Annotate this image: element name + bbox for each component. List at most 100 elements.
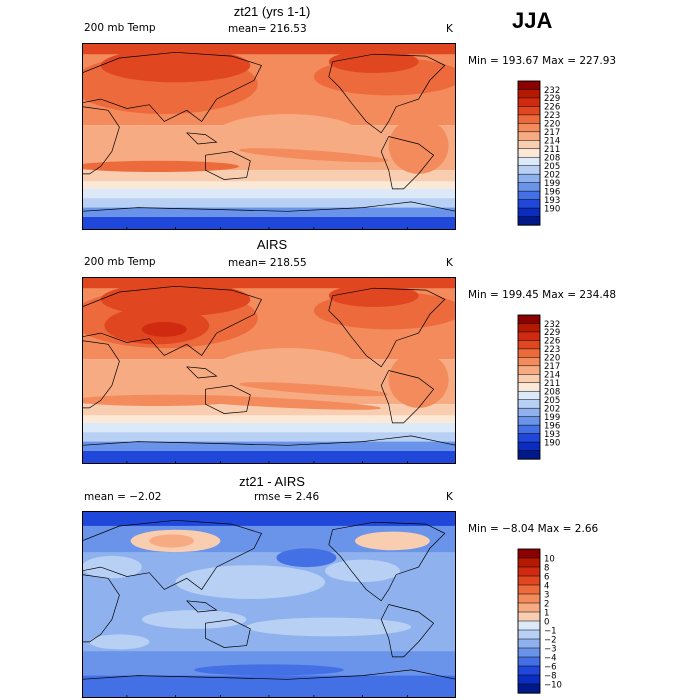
colorbar-diff-tick-label: 8 [544,563,549,573]
panel-3-mean-label: mean = −2.02 [84,491,162,503]
colorbar-abs-tick-label: 208 [544,154,560,164]
colorbar-abs-tick-label: 220 [544,120,560,130]
panel-3-title: zt21 - AIRS [239,474,305,489]
colorbar-diff-tick-label: −10 [544,680,562,690]
contour-band [82,415,456,423]
colorbar-diff-swatch [517,602,541,613]
colorbar-abs-swatch [517,156,541,167]
colorbar-diff-tick-label: 4 [544,581,549,591]
colorbar-diff-tick-label: −6 [544,662,557,672]
colorbar-abs-tick-label: 217 [544,128,560,138]
contour-region [328,284,419,307]
panel-1-left-label: 200 mb Temp [84,22,156,34]
colorbar-abs-swatch [517,433,541,443]
colorbar-abs-swatch [517,131,541,141]
colorbar-abs-swatch [517,190,541,201]
contour-band [82,43,456,55]
colorbar-abs-swatch [517,165,541,175]
colorbar-diff-swatch [517,647,541,658]
colorbar-abs-swatch [517,382,541,392]
colorbar-diff-swatch [517,593,541,604]
contour-region [149,534,195,548]
coastline [82,519,262,591]
colorbar-diff-tick-label: −2 [544,635,557,645]
panel-3-minmax: Min = −8.04 Max = 2.66 [468,523,599,535]
colorbar-abs-swatch [517,407,541,418]
coastline [205,385,251,414]
season-label: JJA [512,8,553,33]
colorbar-abs-tick-label: 226 [544,337,560,347]
coastline [380,604,435,658]
contour-region [246,617,412,637]
contour-region [175,565,326,599]
colorbar-abs-tick-label: 214 [544,137,560,147]
colorbar-abs-tick-label: 199 [544,179,560,189]
colorbar-abs-tick-label: 211 [544,145,560,155]
colorbar-diff-swatch [517,611,541,622]
coastline [205,619,251,648]
panel-1-mean-label: mean= 216.53 [228,23,307,35]
colorbar-abs-swatch [517,416,541,426]
colorbar-abs-tick-label: 226 [544,103,560,113]
coastline [380,370,435,424]
colorbar-diff-swatch [517,566,541,577]
colorbar-abs-swatch [517,323,541,333]
colorbar-abs-swatch [517,89,541,99]
colorbar-diff-tick-label: −8 [544,671,557,681]
colorbar-diff-swatch [517,638,541,649]
colorbar-abs-tick-label: 223 [544,345,560,355]
panel-2-mean-label: mean= 218.55 [228,257,307,269]
colorbar-abs-swatch [517,441,541,452]
contour-region [276,548,337,568]
contour-band [82,511,456,526]
coastline [186,366,218,379]
panel-2-map [82,277,456,464]
contour-region [239,148,389,163]
colorbar-abs-tick-label: 193 [544,430,560,440]
panel-2-colorbar: 2322292262232202172142112082052021991961… [517,314,560,460]
contour-region [239,382,389,397]
colorbar-abs-tick-label: 232 [544,320,560,330]
colorbar-abs-tick-label: 217 [544,362,560,372]
contour-band [82,198,456,208]
contour-region [328,50,419,73]
contour-region [82,160,240,173]
coastline [82,669,456,680]
coastline [186,600,218,613]
panel-1-title: zt21 (yrs 1-1) [233,4,311,19]
contour-band [82,404,456,416]
contour-region [212,114,363,159]
contour-region [194,664,344,676]
contour-band [82,170,456,182]
colorbar-abs-swatch [517,374,541,384]
coastline [328,53,446,134]
colorbar-abs-swatch [517,182,541,192]
coastline [82,51,262,123]
colorbar-diff-tick-label: −4 [544,653,557,663]
colorbar-abs-swatch [517,399,541,409]
colorbar-abs-tick-label: 202 [544,404,560,414]
colorbar-diff-swatch [517,557,541,568]
contour-region [89,634,150,650]
contour-band [82,422,456,433]
colorbar-abs-tick-label: 229 [544,94,560,104]
colorbar-abs-tick-label: 196 [544,187,560,197]
panel-1-map [82,43,456,230]
colorbar-abs-swatch [517,173,541,184]
colorbar-diff-swatch [517,620,541,631]
colorbar-abs-tick-label: 211 [544,379,560,389]
colorbar-abs-tick-label: 196 [544,421,560,431]
colorbar-abs-swatch [517,357,541,367]
colorbar-diff-tick-label: 1 [544,608,549,618]
contour-region [82,555,142,579]
contour-region [156,394,382,410]
colorbar-abs-tick-label: 223 [544,111,560,121]
panel-3-unit: K [446,491,453,503]
colorbar-abs-swatch [517,207,541,218]
colorbar-diff-tick-label: 10 [544,554,555,564]
colorbar-abs-tick-label: 220 [544,354,560,364]
contour-region [212,348,363,393]
colorbar-abs-swatch [517,348,541,359]
colorbar-abs-tick-label: 214 [544,371,560,381]
